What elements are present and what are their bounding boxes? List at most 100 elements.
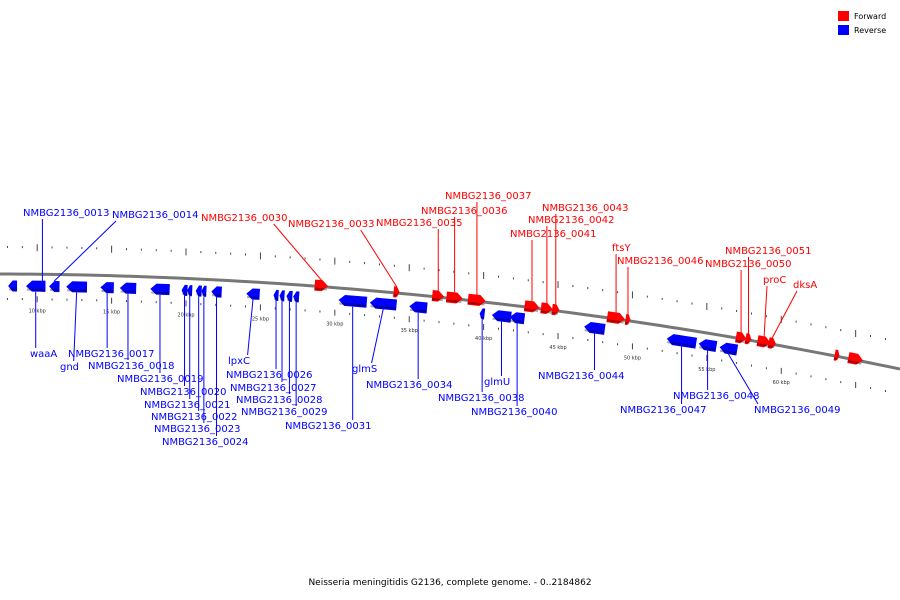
gene-label: waaA	[30, 349, 57, 360]
leader-line	[73, 292, 78, 362]
legend-item-forward: Forward	[838, 9, 886, 23]
reverse-gene-arrow	[187, 285, 193, 297]
leader-line	[247, 299, 254, 356]
gene-arrow	[181, 284, 188, 297]
gene-arrow-shadow	[510, 319, 525, 324]
gene-arrow-shadow	[606, 319, 624, 324]
legend-label-reverse: Reverse	[854, 25, 887, 35]
forward-swatch	[838, 11, 849, 21]
reverse-gene-arrow	[100, 282, 114, 294]
scale-label: 25 kbp	[252, 316, 269, 322]
gene-arrow	[735, 331, 747, 344]
gene-arrow	[624, 313, 631, 326]
reverse-gene-arrow	[491, 310, 512, 323]
gene-arrow	[119, 282, 137, 294]
gene-arrow	[698, 339, 718, 352]
gene-label: NMBG2136_0042	[528, 215, 614, 226]
gene-arrow	[606, 311, 625, 324]
gene-arrow	[369, 297, 398, 311]
gene-label: NMBG2136_0030	[201, 213, 287, 224]
legend-item-reverse: Reverse	[838, 23, 886, 37]
gene-arrow	[584, 321, 606, 335]
leader-line	[763, 285, 768, 337]
gene-arrow-shadow	[719, 349, 737, 355]
gene-label: NMBG2136_0040	[471, 407, 557, 418]
reverse-gene-arrow	[719, 342, 739, 356]
forward-gene-arrow	[393, 286, 400, 298]
forward-gene-arrow	[756, 335, 771, 348]
reverse-gene-arrow	[8, 280, 18, 292]
gene-arrow-shadow	[735, 339, 745, 343]
reverse-gene-arrow	[49, 281, 60, 293]
gene-arrow	[719, 342, 739, 356]
forward-gene-arrow	[767, 337, 776, 349]
leader-line	[273, 223, 322, 281]
scale-label: 35 kbp	[401, 328, 418, 334]
gene-arrow	[509, 312, 526, 325]
leader-line	[371, 309, 384, 364]
reverse-gene-arrow	[195, 285, 202, 297]
gene-arrow-shadow	[667, 341, 696, 348]
gene-arrow-shadow	[833, 357, 839, 361]
gene-arrow-shadow	[370, 305, 397, 310]
gene-arrow-shadow	[847, 360, 862, 365]
gene-arrow-shadow	[551, 311, 559, 315]
gene-arrow	[467, 293, 486, 306]
gene-label: NMBG2136_0044	[538, 371, 624, 382]
gene-label: NMBG2136_0036	[421, 206, 507, 217]
gene-arrow-shadow	[756, 343, 770, 348]
gene-label: NMBG2136_0051	[725, 246, 811, 257]
reverse-gene-arrow	[286, 290, 293, 302]
reverse-gene-arrow	[338, 294, 368, 308]
forward-gene-arrow	[735, 331, 747, 344]
gene-label: NMBG2136_0018	[88, 361, 174, 372]
gene-label: NMBG2136_0048	[673, 391, 759, 402]
gene-arrow	[187, 285, 193, 297]
gene-arrow-shadow	[744, 340, 751, 344]
gene-arrow-shadow	[151, 291, 170, 295]
gene-arrow	[279, 290, 285, 302]
reverse-gene-arrow	[279, 290, 285, 302]
gene-arrow	[479, 308, 486, 320]
reverse-gene-arrow	[211, 286, 222, 298]
leader-line	[360, 229, 397, 287]
leader-line	[771, 290, 798, 338]
leader-line	[53, 220, 117, 282]
reverse-gene-arrow	[26, 280, 46, 292]
reverse-gene-arrow	[66, 281, 88, 293]
gene-arrow	[431, 290, 445, 302]
gene-arrow	[833, 349, 840, 361]
gene-label: NMBG2136_0013	[23, 208, 109, 219]
scale-label: 60 kbp	[773, 380, 790, 386]
gene-label: NMBG2136_0035	[376, 218, 462, 229]
gene-label: NMBG2136_0034	[366, 380, 452, 391]
gene-arrow	[393, 286, 400, 298]
gene-arrow	[756, 335, 771, 348]
genome-caption: Neisseria meningitidis G2136, complete g…	[308, 578, 592, 588]
reverse-gene-arrow	[369, 297, 398, 311]
gene-arrow	[767, 337, 776, 349]
gene-arrow-shadow	[431, 297, 443, 302]
forward-gene-arrow	[467, 293, 486, 306]
gene-label: NMBG2136_0033	[288, 219, 374, 230]
gene-arrow-shadow	[492, 317, 511, 322]
gene-label: NMBG2136_0017	[68, 349, 154, 360]
gene-arrow-shadow	[524, 308, 539, 312]
reverse-gene-arrow	[119, 282, 137, 294]
gene-label: NMBG2136_0041	[510, 229, 596, 240]
gene-arrow	[273, 289, 279, 302]
reverse-gene-arrow	[150, 283, 170, 296]
gene-arrow	[246, 288, 261, 300]
legend: Forward Reverse	[838, 9, 886, 37]
forward-gene-arrow	[445, 291, 463, 304]
gene-arrow	[540, 302, 553, 315]
gene-label: glmS	[352, 364, 377, 375]
scale-label: 10 kbp	[29, 308, 46, 314]
reverse-gene-arrow	[509, 312, 526, 325]
gene-label: NMBG2136_0037	[445, 191, 531, 202]
reverse-gene-arrow	[273, 289, 279, 302]
gene-arrow	[286, 290, 293, 302]
gene-arrow	[39, 280, 46, 292]
scale-label: 20 kbp	[177, 312, 194, 318]
